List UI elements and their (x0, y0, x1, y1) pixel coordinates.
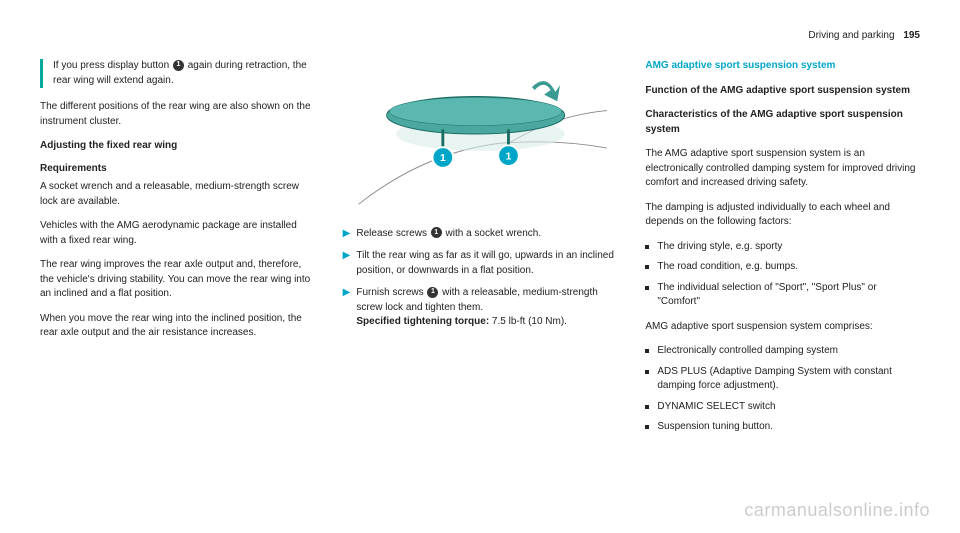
body-text: Vehicles with the AMG aerodynamic packag… (40, 219, 315, 248)
factor-list: The driving style, e.g. sporty The road … (645, 240, 920, 310)
subheading: Requirements (40, 162, 315, 177)
list-item: ADS PLUS (Adaptive Damping System with c… (645, 365, 920, 394)
component-list: Electronically controlled damping system… (645, 344, 920, 435)
subheading: Adjusting the fixed rear wing (40, 139, 315, 154)
list-item: The driving style, e.g. sporty (645, 240, 920, 255)
step-marker-icon: ▶ (343, 227, 351, 242)
page-number: 195 (903, 30, 920, 41)
svg-text:1: 1 (505, 151, 511, 162)
body-text: AMG adaptive sport suspension system com… (645, 320, 920, 335)
step-text: Furnish screws 1 with a releasable, medi… (356, 286, 617, 330)
body-text: When you move the rear wing into the inc… (40, 312, 315, 341)
column-3: AMG adaptive sport suspension system Fun… (645, 59, 920, 445)
subheading: Characteristics of the AMG adaptive spor… (645, 108, 920, 137)
list-item: DYNAMIC SELECT switch (645, 400, 920, 415)
instruction-step: ▶ Furnish screws 1 with a releasable, me… (343, 286, 618, 330)
body-text: The rear wing improves the rear axle out… (40, 258, 315, 302)
instruction-step: ▶ Tilt the rear wing as far as it will g… (343, 249, 618, 278)
list-item: The road condition, e.g. bumps. (645, 260, 920, 275)
note-text: If you press display button 1 again duri… (53, 60, 307, 86)
section-label: Driving and parking (808, 30, 894, 41)
main-heading: AMG adaptive sport suspension system (645, 59, 920, 74)
list-item: Suspension tuning button. (645, 420, 920, 435)
subheading: Function of the AMG adaptive sport suspe… (645, 84, 920, 99)
list-item: The individual selection of "Sport", "Sp… (645, 281, 920, 310)
info-note: If you press display button 1 again duri… (40, 59, 315, 88)
body-text: The different positions of the rear wing… (40, 100, 315, 129)
ref-1-icon: 1 (173, 60, 184, 71)
step-marker-icon: ▶ (343, 249, 351, 278)
ref-1-icon: 1 (431, 227, 442, 238)
watermark: carmanualsonline.info (744, 500, 930, 521)
step-text: Tilt the rear wing as far as it will go,… (356, 249, 617, 278)
step-marker-icon: ▶ (343, 286, 351, 330)
step-text: Release screws 1 with a socket wrench. (356, 227, 541, 242)
column-1: If you press display button 1 again duri… (40, 59, 315, 445)
page-header: Driving and parking 195 (40, 30, 920, 41)
svg-text:1: 1 (440, 153, 446, 164)
column-2: 1 1 ▶ Release screws 1 with a socket wre… (343, 59, 618, 445)
ref-1-icon: 1 (427, 287, 438, 298)
body-text: The damping is adjusted individually to … (645, 201, 920, 230)
body-text: A socket wrench and a releasable, medium… (40, 180, 315, 209)
instruction-step: ▶ Release screws 1 with a socket wrench. (343, 227, 618, 242)
list-item: Electronically controlled damping system (645, 344, 920, 359)
body-text: The AMG adaptive sport suspension system… (645, 147, 920, 191)
rear-wing-illustration: 1 1 (343, 59, 618, 209)
